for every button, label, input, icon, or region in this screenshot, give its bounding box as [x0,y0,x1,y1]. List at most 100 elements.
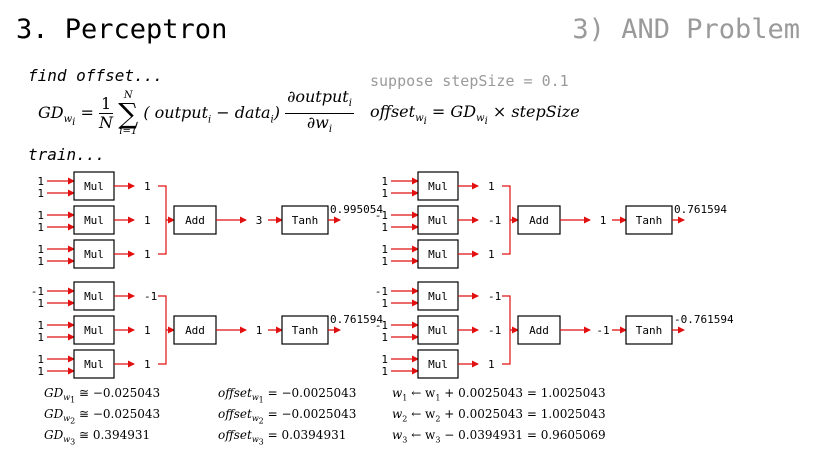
panel-1-input-b-1: 1 [37,187,44,200]
panel-1-mul-label-3: Mul [84,248,104,261]
weight-update-1: w1 ← w1 + 0.0025043 = 1.0025043 [392,386,606,403]
panel-3-add-label: Add [185,324,205,337]
panel-4-output-value: -0.761594 [674,313,734,326]
panel-3-input-b-3: 1 [37,365,44,378]
term-close: ) [273,103,280,123]
panel-1-add-label: Add [185,214,205,227]
panel-3-input-b-2: 1 [37,331,44,344]
panel-2-mul-label-1: Mul [428,180,448,193]
offset-result-1: offsetw1 = −0.0025043 [218,386,357,405]
offset-sub: w [415,113,424,125]
panel-1-input-b-3: 1 [37,255,44,268]
gd-sub: w [63,114,73,126]
weight-update-2: w2 ← w2 + 0.0025043 = 1.0025043 [392,407,606,424]
panel-2-tanh-box [625,205,673,235]
panel-2-mul-box-2 [417,205,459,235]
panel-1-sum-value: 3 [256,214,263,227]
panel-1-mul-label-2: Mul [84,214,104,227]
panel-2-mul-label-2: Mul [428,214,448,227]
panel-2-mul-value-3: 1 [488,248,495,261]
deriv-num-sub: i [348,98,352,110]
panel-1-mul-box-3 [73,239,115,269]
panel-1-mul-label-1: Mul [84,180,104,193]
panel-1-tanh-box [281,205,329,235]
panel-3-input-b-1: 1 [37,297,44,310]
panel-2-input-b-3: 1 [381,255,388,268]
panel-4-input-a-1: -1 [375,285,388,298]
panel-2-add-box [517,205,561,235]
term-minus: − data [211,103,271,123]
panel-4-input-b-3: 1 [381,365,388,378]
panel-3-add-box [173,315,217,345]
panel-3-mul-box-1 [73,281,115,311]
panel-4-mul-value-3: 1 [488,358,495,371]
panel-2-input-b-2: 1 [381,221,388,234]
find-offset-label: find offset... [28,66,163,85]
panel-2-input-b-1: 1 [381,187,388,200]
panel-1-input-b-2: 1 [37,221,44,234]
panel-2-sum-bracket [502,185,511,255]
panel-3-tanh-label: Tanh [292,324,319,337]
frac-den: N [99,113,114,133]
panel-4-mul-value-1: -1 [488,290,501,303]
panel-2-add-label: Add [529,214,549,227]
panel-2-input-a-2: -1 [375,209,388,222]
panel-1-mul-value-2: 1 [144,214,151,227]
panel-1-sum-bracket [158,185,167,255]
panel-1-input-a-1: 1 [37,175,44,188]
panel-4-input-b-2: 1 [381,331,388,344]
panel-3-mul-box-2 [73,315,115,345]
panel-4-mul-label-2: Mul [428,324,448,337]
panel-3-mul-box-3 [73,349,115,379]
sum-symbol: N ∑ i=1 [118,89,139,137]
train-label: train... [28,145,106,164]
panel-2-input-a-1: 1 [381,175,388,188]
panel-4-sum-value: -1 [596,324,609,337]
offset-rhs-subsub: i [484,116,488,128]
gd-eq: = [75,103,99,123]
deriv-den-sub: i [328,124,333,136]
offset-subsub: i [423,116,427,128]
panel-4-add-box [517,315,561,345]
panel-2-mul-value-2: -1 [488,214,501,227]
panel-4-mul-label-3: Mul [428,358,448,371]
slide-subtitle: 3) AND Problem [572,14,800,45]
panel-1-input-a-3: 1 [37,243,44,256]
partial-derivative: ∂outputi ∂wi [285,88,354,139]
frac-num: 1 [98,94,114,115]
panel-4-input-a-2: -1 [375,319,388,332]
panel-4-input-b-1: 1 [381,297,388,310]
offset-result-2: offsetw2 = −0.0025043 [218,407,357,426]
sum-bottom: i=1 [119,125,138,137]
offset-result-3: offsetw3 = 0.0394931 [218,428,347,447]
panel-4-tanh-box [625,315,673,345]
gd-result-3: GDw3 ≅ 0.394931 [44,428,151,447]
panel-1-tanh-label: Tanh [292,214,319,227]
panel-2-tanh-label: Tanh [636,214,663,227]
weight-update-3: w3 ← w3 − 0.0394931 = 0.9605069 [392,428,606,445]
panel-3-mul-label-3: Mul [84,358,104,371]
panel-4-mul-label-1: Mul [428,290,448,303]
panel-2-output-value: 0.761594 [674,203,727,216]
panel-4-sum-bracket [502,295,511,365]
panel-3-mul-label-2: Mul [84,324,104,337]
gd-result-2: GDw2 ≅ −0.025043 [44,407,161,426]
offset-times: × stepSize [487,102,580,121]
panel-4-input-a-3: 1 [381,353,388,366]
panel-2-mul-label-3: Mul [428,248,448,261]
term-sub1: i [208,114,212,126]
panel-2-sum-value: 1 [600,214,607,227]
panel-4-mul-value-2: -1 [488,324,501,337]
slide-title: 3. Perceptron [16,14,228,45]
gd-result-1: GDw1 ≅ −0.025043 [44,386,161,405]
offset-rhs-sub: w [476,113,485,125]
panel-1-output-value: 0.995054 [330,203,383,216]
offset-rhs: = GD [426,102,477,121]
gd-symbol: GD [38,103,64,123]
panel-3-input-a-1: -1 [31,285,44,298]
panel-3-tanh-box [281,315,329,345]
sum-top: N [123,89,133,101]
